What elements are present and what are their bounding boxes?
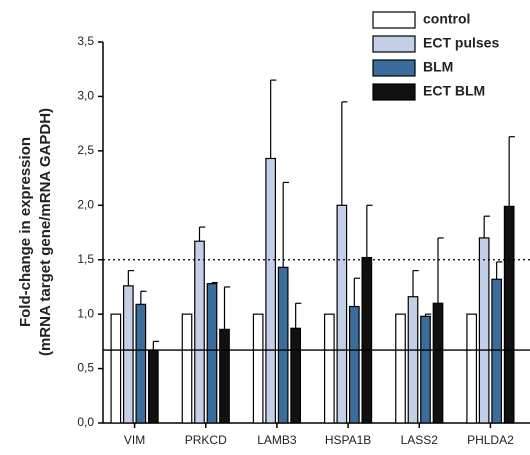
bar	[361, 256, 373, 424]
x-tick-label: VIM	[124, 433, 145, 447]
error-bar	[366, 204, 373, 258]
legend-label: BLM	[423, 59, 453, 75]
bar	[491, 278, 503, 424]
bar	[252, 313, 264, 424]
bar	[407, 296, 419, 424]
bar	[194, 240, 205, 424]
bar	[348, 305, 360, 424]
x-tick-label: PHLDA2	[467, 433, 514, 447]
y-tick-label: 0,0	[77, 415, 94, 429]
bar	[219, 328, 230, 424]
error-bar	[295, 302, 302, 329]
y-tick-label: 3,5	[77, 34, 94, 48]
y-tick-label: 0,5	[77, 361, 94, 375]
error-bar	[341, 101, 348, 206]
bar	[181, 313, 193, 424]
x-tick-label: LASS2	[401, 433, 439, 447]
error-bar	[412, 270, 419, 297]
bar	[432, 302, 444, 424]
bar	[265, 157, 277, 424]
legend-label: ECT BLM	[423, 83, 485, 99]
error-bar	[127, 270, 135, 286]
error-bar	[270, 79, 277, 159]
error-bar	[223, 286, 231, 330]
y-tick-label: 3,0	[77, 89, 94, 103]
bar	[503, 205, 515, 424]
error-bar	[353, 277, 361, 307]
error-bar	[282, 181, 289, 268]
error-bar	[496, 261, 503, 280]
error-bar	[424, 313, 432, 317]
bar	[336, 204, 348, 424]
legend-swatch	[372, 59, 416, 77]
error-bar	[483, 215, 490, 238]
bar	[122, 285, 134, 424]
y-axis-title: (mRNA target gene/mRNA GAPDH)	[37, 108, 54, 356]
legend-label: ECT pulses	[423, 35, 499, 51]
y-tick-label: 1,0	[77, 306, 94, 320]
error-bar	[198, 226, 206, 242]
x-tick-label: PRKCD	[185, 433, 227, 447]
bar	[323, 313, 335, 424]
x-tick-label: HSPA1B	[325, 433, 371, 447]
bar	[466, 313, 478, 424]
error-bar	[211, 281, 218, 284]
bar	[206, 283, 218, 424]
bar	[110, 313, 122, 424]
error-bar	[152, 340, 160, 351]
legend-label: control	[423, 11, 470, 27]
bar	[277, 266, 289, 424]
bar	[478, 237, 490, 424]
error-bar	[140, 290, 147, 305]
bar	[135, 303, 147, 424]
bar	[395, 313, 406, 424]
bar	[147, 349, 159, 424]
y-tick-label: 2,0	[77, 197, 94, 211]
y-axis-title: Fold-change in expression	[17, 137, 34, 327]
error-bar	[508, 136, 515, 207]
y-tick-label: 2,5	[77, 143, 94, 157]
bar	[420, 315, 431, 424]
legend-swatch	[372, 35, 416, 53]
legend-swatch	[372, 11, 416, 29]
legend-swatch	[372, 83, 416, 101]
error-bar	[437, 237, 444, 304]
x-tick-label: LAMB3	[257, 433, 297, 447]
bar	[290, 327, 302, 424]
y-tick-label: 1,5	[77, 252, 94, 266]
